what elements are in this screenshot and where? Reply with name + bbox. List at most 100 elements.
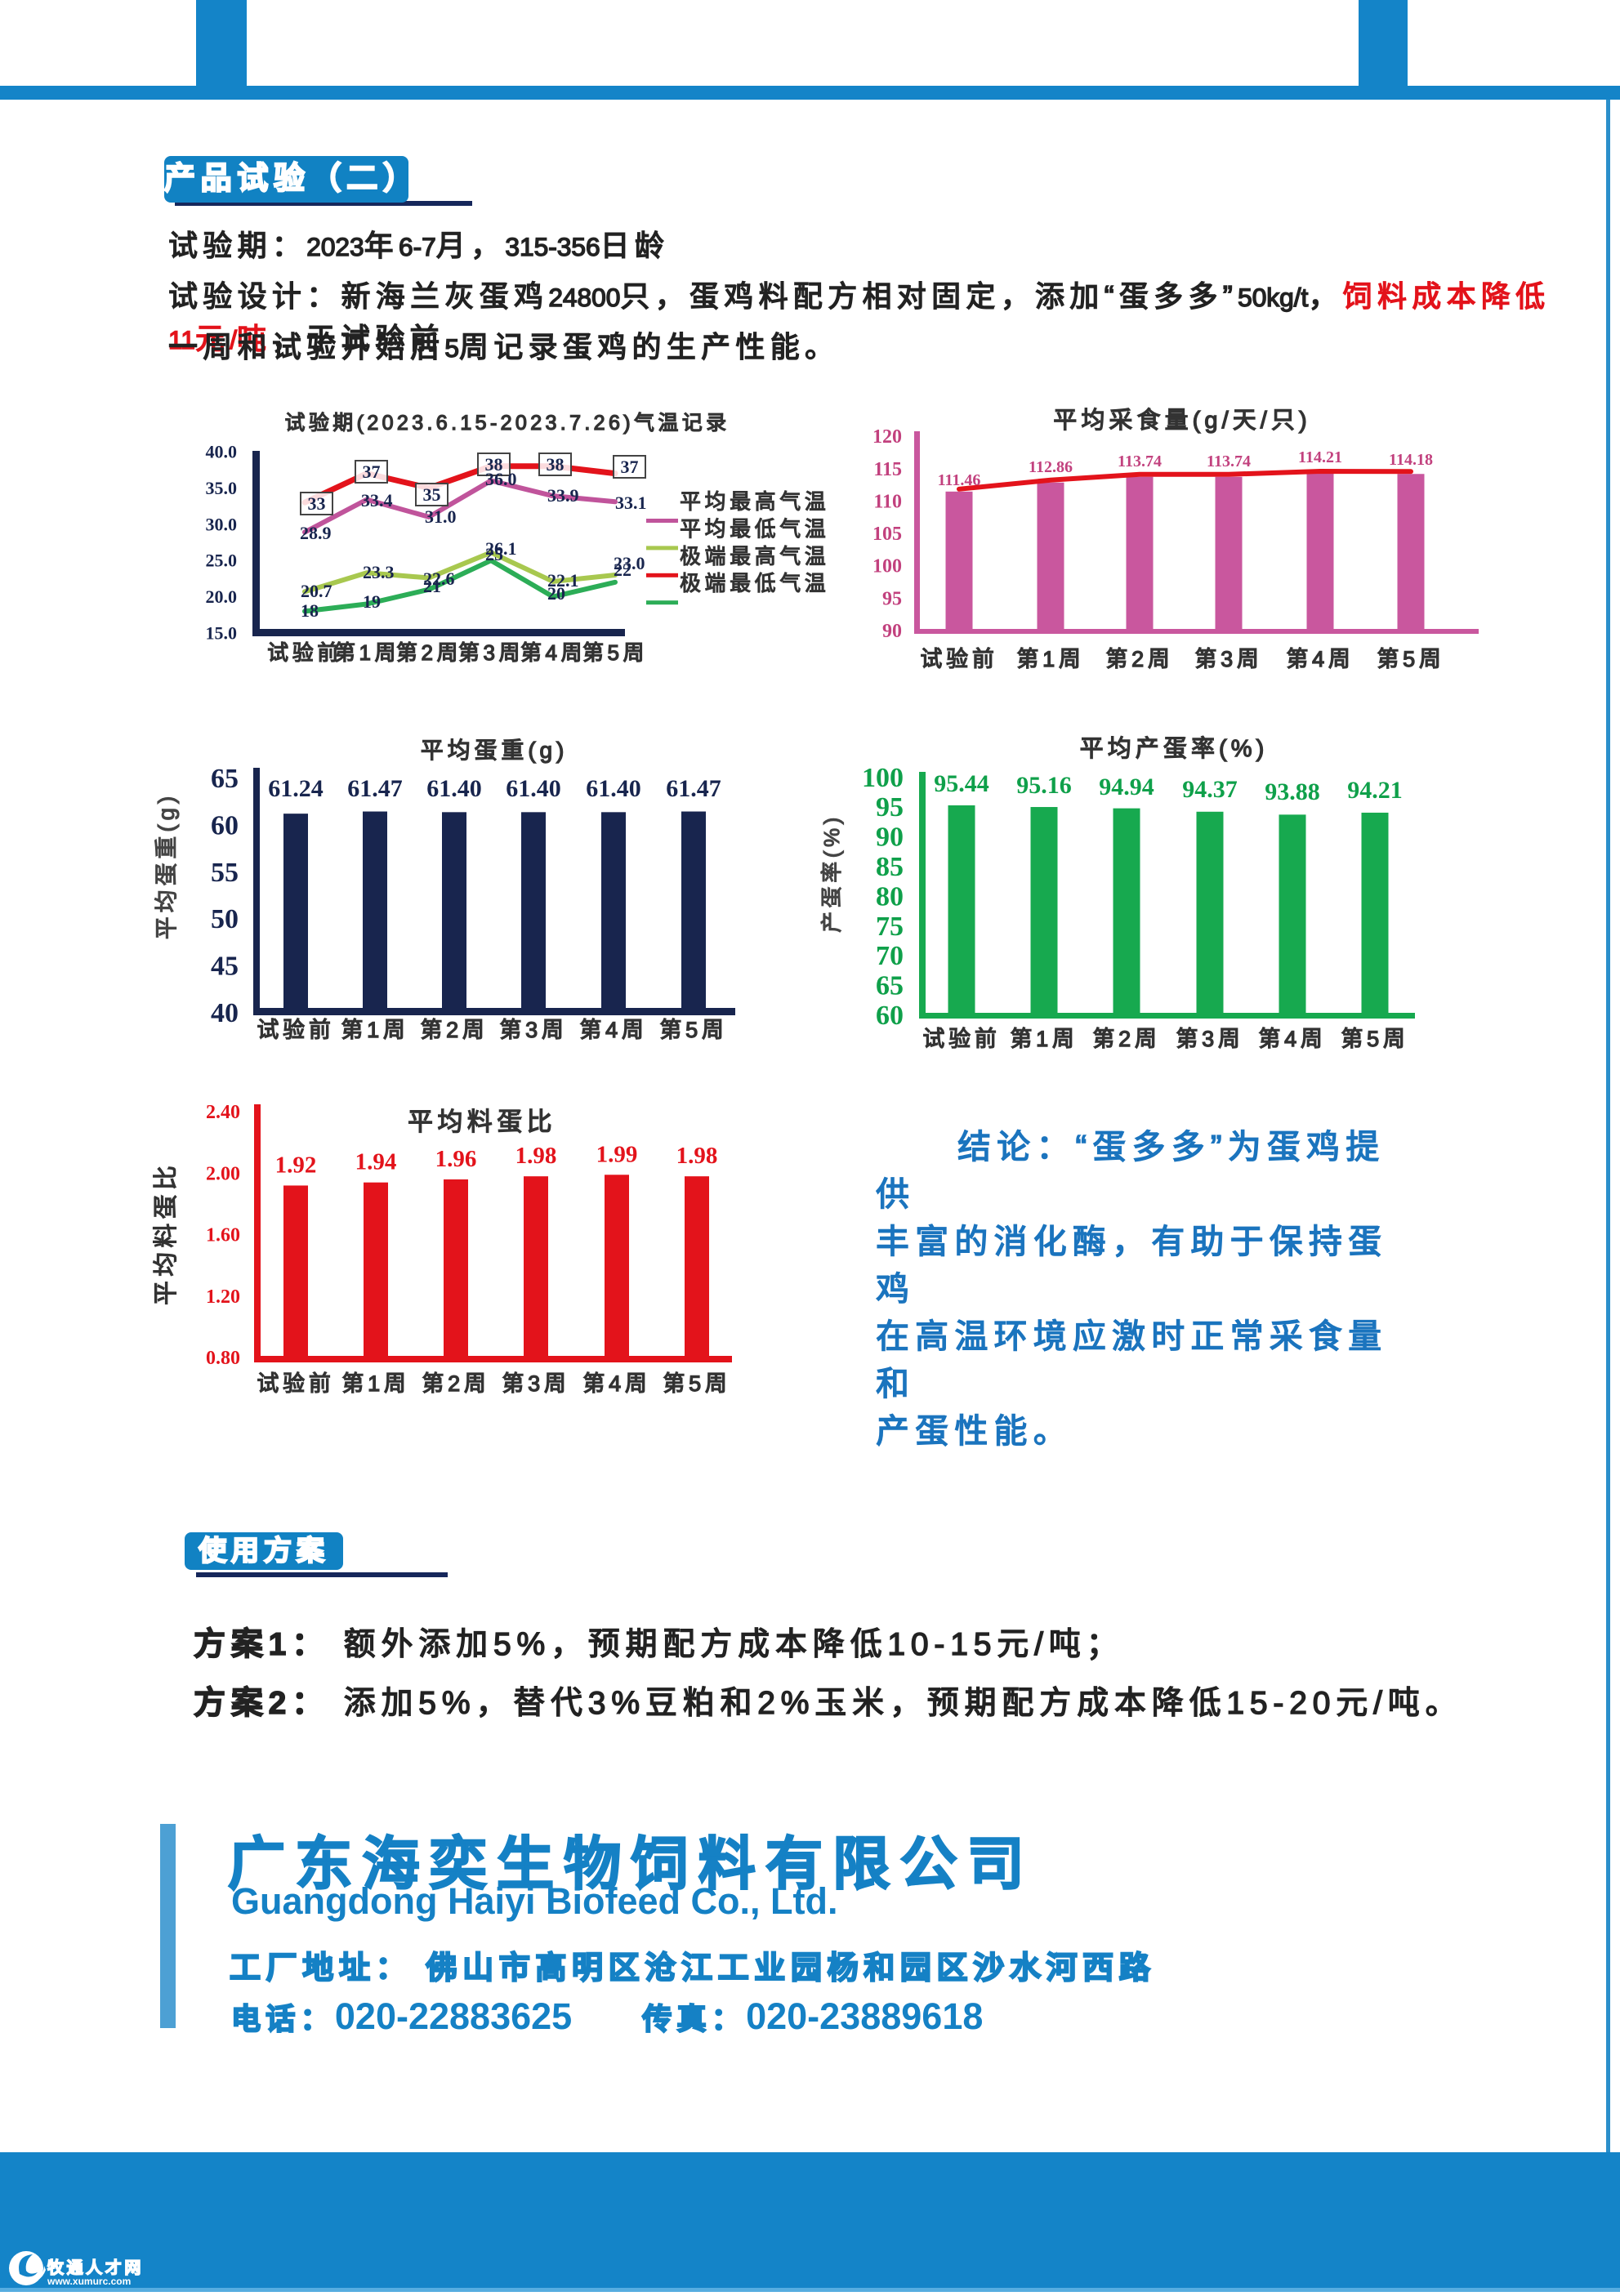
svg-text:94.37: 94.37 <box>1182 776 1238 803</box>
svg-text:1.98: 1.98 <box>515 1143 557 1169</box>
svg-text:第5周: 第5周 <box>663 1371 730 1396</box>
svg-text:第2周: 第2周 <box>1092 1027 1160 1051</box>
svg-text:31.0: 31.0 <box>425 506 457 527</box>
svg-text:105: 105 <box>872 524 902 545</box>
svg-text:38: 38 <box>485 454 503 475</box>
svg-text:93.88: 93.88 <box>1265 778 1320 805</box>
svg-text:产蛋率(%): 产蛋率(%) <box>819 814 844 933</box>
svg-text:第3周: 第3周 <box>1194 647 1262 671</box>
svg-text:120: 120 <box>872 426 902 448</box>
svg-text:55: 55 <box>211 858 239 888</box>
svg-text:平均产蛋率(%): 平均产蛋率(%) <box>1080 735 1269 762</box>
svg-text:94.21: 94.21 <box>1347 777 1403 804</box>
svg-text:30.0: 30.0 <box>206 514 238 534</box>
svg-text:113.74: 113.74 <box>1118 453 1162 470</box>
svg-text:50: 50 <box>211 904 239 934</box>
svg-text:20: 20 <box>547 583 565 604</box>
svg-text:极端最低气温: 极端最低气温 <box>680 571 829 595</box>
svg-text:95: 95 <box>876 792 904 823</box>
svg-text:22.6: 22.6 <box>423 568 455 589</box>
svg-text:第2周: 第2周 <box>1105 647 1173 671</box>
svg-text:试验前: 试验前 <box>920 647 997 671</box>
svg-text:33.1: 33.1 <box>615 493 647 513</box>
svg-text:第5周: 第5周 <box>659 1018 727 1042</box>
svg-text:极端最高气温: 极端最高气温 <box>680 544 829 568</box>
svg-text:第5周: 第5周 <box>582 640 648 665</box>
svg-text:第3周: 第3周 <box>499 1018 567 1042</box>
svg-text:试验前: 试验前 <box>257 1018 334 1042</box>
svg-text:第1周: 第1周 <box>334 640 399 665</box>
svg-text:36.0: 36.0 <box>485 469 517 489</box>
svg-text:113.74: 113.74 <box>1207 453 1251 470</box>
svg-text:37: 37 <box>621 457 639 477</box>
svg-text:第4周: 第4周 <box>582 1371 650 1396</box>
svg-text:第1周: 第1周 <box>1010 1027 1078 1051</box>
svg-text:61.47: 61.47 <box>347 775 403 802</box>
svg-text:平均最高气温: 平均最高气温 <box>680 489 829 514</box>
svg-text:100: 100 <box>862 763 904 793</box>
svg-text:试验前: 试验前 <box>257 1371 334 1396</box>
svg-text:15.0: 15.0 <box>206 623 238 644</box>
svg-text:112.86: 112.86 <box>1029 458 1073 476</box>
svg-text:115: 115 <box>873 459 902 480</box>
svg-text:60: 60 <box>211 810 239 840</box>
svg-text:75: 75 <box>876 912 904 942</box>
svg-text:110: 110 <box>873 491 902 512</box>
svg-text:70: 70 <box>876 941 904 971</box>
svg-text:试验期(2023.6.15-2023.7.26)气温记录: 试验期(2023.6.15-2023.7.26)气温记录 <box>285 412 730 435</box>
svg-text:第3周: 第3周 <box>502 1371 569 1396</box>
svg-text:38: 38 <box>547 454 565 475</box>
svg-text:第4周: 第4周 <box>520 640 586 665</box>
svg-text:94.94: 94.94 <box>1099 774 1154 800</box>
svg-text:1.96: 1.96 <box>435 1146 477 1172</box>
svg-text:40: 40 <box>211 998 239 1028</box>
svg-text:平均最低气温: 平均最低气温 <box>680 516 829 541</box>
svg-text:第2周: 第2周 <box>396 640 462 665</box>
svg-text:第4周: 第4周 <box>579 1018 647 1042</box>
svg-text:23.3: 23.3 <box>363 562 395 582</box>
svg-text:第1周: 第1周 <box>341 1018 408 1042</box>
svg-text:114.21: 114.21 <box>1298 448 1342 466</box>
svg-text:1.99: 1.99 <box>596 1141 638 1167</box>
svg-text:65: 65 <box>211 764 239 794</box>
svg-text:25.0: 25.0 <box>206 551 238 571</box>
svg-text:90: 90 <box>882 621 902 642</box>
svg-text:25: 25 <box>485 544 503 564</box>
svg-text:平均料蛋比: 平均料蛋比 <box>153 1161 180 1305</box>
svg-text:95: 95 <box>882 588 902 609</box>
svg-text:33.4: 33.4 <box>361 490 393 510</box>
svg-text:第5周: 第5周 <box>1341 1027 1408 1051</box>
svg-text:牧通人才网: 牧通人才网 <box>47 2258 144 2277</box>
svg-text:第4周: 第4周 <box>1258 1027 1326 1051</box>
svg-text:61.24: 61.24 <box>268 775 324 802</box>
svg-text:1.98: 1.98 <box>676 1143 718 1169</box>
svg-text:第5周: 第5周 <box>1377 647 1444 671</box>
svg-text:45: 45 <box>211 952 239 982</box>
svg-text:2.40: 2.40 <box>206 1102 240 1123</box>
svg-text:2.00: 2.00 <box>206 1163 240 1184</box>
svg-text:33: 33 <box>308 493 326 514</box>
svg-text:100: 100 <box>872 556 902 577</box>
svg-text:第3周: 第3周 <box>1176 1027 1243 1051</box>
svg-text:18: 18 <box>301 600 319 621</box>
svg-text:114.18: 114.18 <box>1389 451 1433 469</box>
svg-text:第4周: 第4周 <box>1286 647 1354 671</box>
svg-text:90: 90 <box>876 823 904 853</box>
svg-text:35.0: 35.0 <box>206 478 238 498</box>
svg-text:22.1: 22.1 <box>547 570 579 591</box>
svg-text:60: 60 <box>876 1001 904 1031</box>
svg-text:37: 37 <box>363 461 381 482</box>
svg-text:www.xumurc.com: www.xumurc.com <box>47 2276 131 2287</box>
svg-text:试验前: 试验前 <box>922 1027 1000 1051</box>
svg-text:第1周: 第1周 <box>1016 647 1084 671</box>
svg-text:第1周: 第1周 <box>341 1371 409 1396</box>
svg-text:28.9: 28.9 <box>300 523 332 543</box>
svg-text:85: 85 <box>876 852 904 882</box>
svg-text:61.40: 61.40 <box>506 775 561 802</box>
svg-text:1.94: 1.94 <box>355 1149 397 1175</box>
svg-text:23.0: 23.0 <box>614 553 645 573</box>
svg-text:20.0: 20.0 <box>206 586 238 607</box>
svg-text:61.47: 61.47 <box>666 775 721 802</box>
svg-text:40.0: 40.0 <box>206 442 238 462</box>
svg-text:95.16: 95.16 <box>1016 772 1072 799</box>
